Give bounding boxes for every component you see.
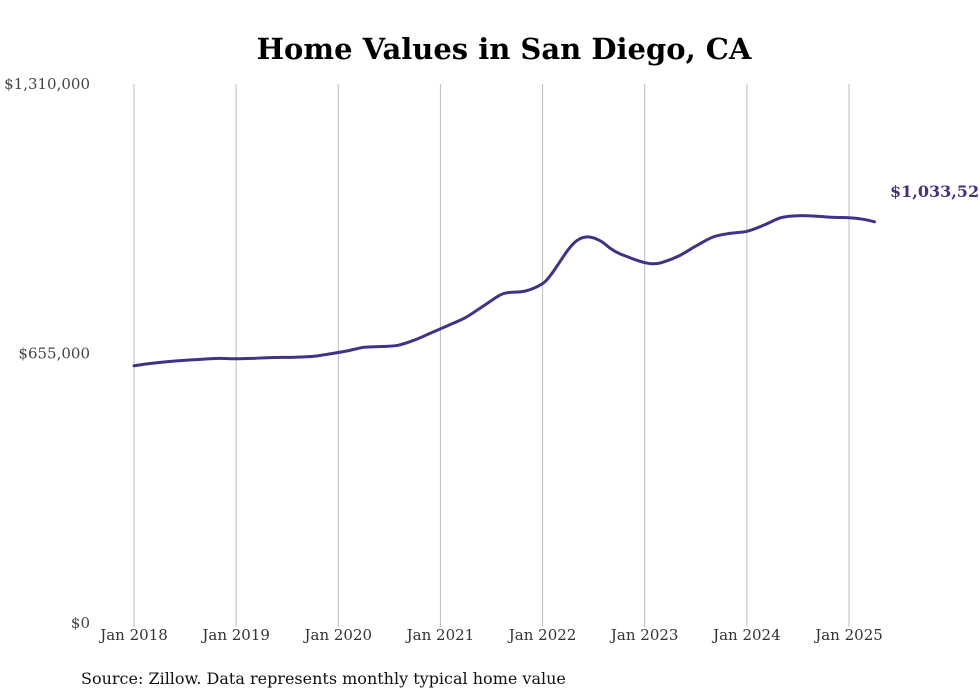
series-layer [132, 214, 876, 368]
y-tick-label: $655,000 [18, 345, 90, 363]
series-line-0 [132, 214, 876, 368]
x-tick-label: Jan 2019 [200, 626, 270, 644]
x-tick-label: Jan 2022 [507, 626, 577, 644]
x-axis-ticks: Jan 2018 Jan 2019 Jan 2020 Jan 2021 Jan 2022… [98, 626, 883, 644]
y-axis-ticks: $0 $655,000 $1,310,000 [4, 75, 90, 632]
x-tick-label: Jan 2024 [711, 626, 781, 644]
x-tick-label: Jan 2021 [405, 626, 475, 644]
end-value-label: $1,033,526 [890, 182, 980, 201]
grid-lines [133, 84, 850, 627]
chart-title: Home Values in San Diego, CA [257, 32, 752, 66]
source-note: Source: Zillow. Data represents monthly … [81, 669, 566, 688]
x-tick-label: Jan 2025 [813, 626, 883, 644]
y-tick-label: $1,310,000 [4, 75, 90, 93]
x-tick-label: Jan 2018 [98, 626, 168, 644]
x-tick-label: Jan 2020 [303, 626, 373, 644]
y-tick-label: $0 [71, 614, 90, 632]
x-tick-label: Jan 2023 [609, 626, 679, 644]
